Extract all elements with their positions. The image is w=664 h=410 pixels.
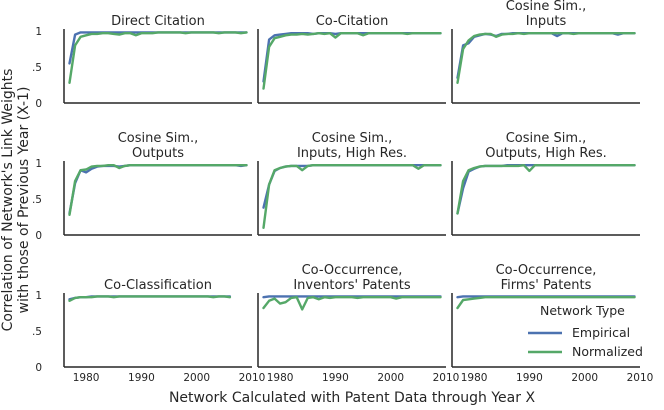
series-line-normalized <box>262 296 442 311</box>
legend-title: Network Type <box>540 303 625 318</box>
y-tick-label: 1 <box>35 158 42 170</box>
panel-title-line: Firms' Patents <box>501 278 592 293</box>
panel-title-line: Co-Citation <box>316 14 389 29</box>
x-tick-label: 2010 <box>239 372 266 384</box>
series-line-normalized <box>262 32 442 90</box>
legend-label-empirical: Empirical <box>572 325 630 340</box>
panel-3: Cosine Sim.,Inputs <box>451 0 640 104</box>
x-tick-label: 2000 <box>183 372 210 384</box>
series-line-normalized <box>68 163 248 217</box>
x-tick-label: 2010 <box>433 372 460 384</box>
panel-9: Co-Occurrence,Firms' Patents 1980 1990 2000… <box>451 263 654 384</box>
y-tick-label: .5 <box>32 326 42 338</box>
legend-label-normalized: Normalized <box>572 344 643 359</box>
panel-2: Co-Citation <box>257 14 446 104</box>
panel-title-line: Outputs <box>132 146 184 161</box>
series-line-normalized <box>68 31 248 85</box>
series-line-normalized <box>68 295 232 302</box>
y-tick-label: 1 <box>35 26 42 38</box>
panel-title-line: Co-Occurrence, <box>496 263 597 278</box>
x-tick-label: 1990 <box>322 372 349 384</box>
x-tick-label: 1980 <box>461 372 488 384</box>
panel-8: Co-Occurrence,Inventors' Patents 1980 1990… <box>257 263 460 384</box>
panel-title-line: Direct Citation <box>111 14 205 29</box>
y-tick-label: 0 <box>35 98 42 110</box>
series-line-empirical <box>68 163 248 215</box>
x-tick-label: 1980 <box>267 372 294 384</box>
y-axis-label-line-2: with those of Previous Year (X-1) <box>16 87 32 314</box>
panel-title-line: Inputs <box>526 14 567 29</box>
panel-title-line: Inventors' Patents <box>293 278 411 293</box>
x-axis-label: Network Calculated with Patent Data thro… <box>169 390 536 406</box>
y-tick-label: 0 <box>35 230 42 242</box>
panel-title-line: Cosine Sim., <box>312 131 393 146</box>
series-line-normalized <box>456 163 636 215</box>
y-axis-label-line-1: Correlation of Network's Link Weights <box>0 69 16 332</box>
panel-5: Cosine Sim.,Inputs, High Res. <box>257 131 446 236</box>
panel-7: Co-Classification 0 .5 1 1980 1990 2000 2010 <box>32 278 265 384</box>
series-line-empirical <box>262 163 442 209</box>
y-tick-label: .5 <box>32 62 42 74</box>
x-tick-label: 1980 <box>73 372 100 384</box>
panel-title-line: Inputs, High Res. <box>297 146 407 161</box>
series-line-normalized <box>456 32 636 85</box>
panel-title-line: Co-Classification <box>104 278 212 293</box>
series-line-empirical <box>456 32 636 80</box>
series-line-empirical <box>68 31 248 65</box>
panel-4: Cosine Sim.,Outputs 0 .5 1 <box>32 131 252 242</box>
x-tick-label: 2000 <box>571 372 598 384</box>
panel-title-line: Co-Occurrence, <box>302 263 403 278</box>
panel-title-line: Cosine Sim., <box>506 0 587 14</box>
panels-grid: Direct Citation 0 .5 1 Co-Citation Cosine Sim… <box>32 0 653 384</box>
panel-title-line: Cosine Sim., <box>506 131 587 146</box>
y-tick-label: 0 <box>35 362 42 374</box>
panel-title-line: Outputs, High Res. <box>485 146 607 161</box>
panel-6: Cosine Sim.,Outputs, High Res. <box>451 131 640 236</box>
series-line-normalized <box>456 296 636 310</box>
panel-1: Direct Citation 0 .5 1 <box>32 14 252 110</box>
x-tick-label: 2000 <box>377 372 404 384</box>
y-tick-label: .5 <box>32 194 42 206</box>
legend: Network Type Empirical Normalized <box>528 303 643 359</box>
series-line-normalized <box>262 163 442 230</box>
x-tick-label: 2010 <box>627 372 654 384</box>
y-tick-label: 1 <box>35 290 42 302</box>
series-line-empirical <box>456 163 636 215</box>
x-tick-label: 1990 <box>516 372 543 384</box>
series-line-empirical <box>262 32 442 83</box>
panel-title-line: Cosine Sim., <box>118 131 199 146</box>
x-tick-label: 1990 <box>128 372 155 384</box>
